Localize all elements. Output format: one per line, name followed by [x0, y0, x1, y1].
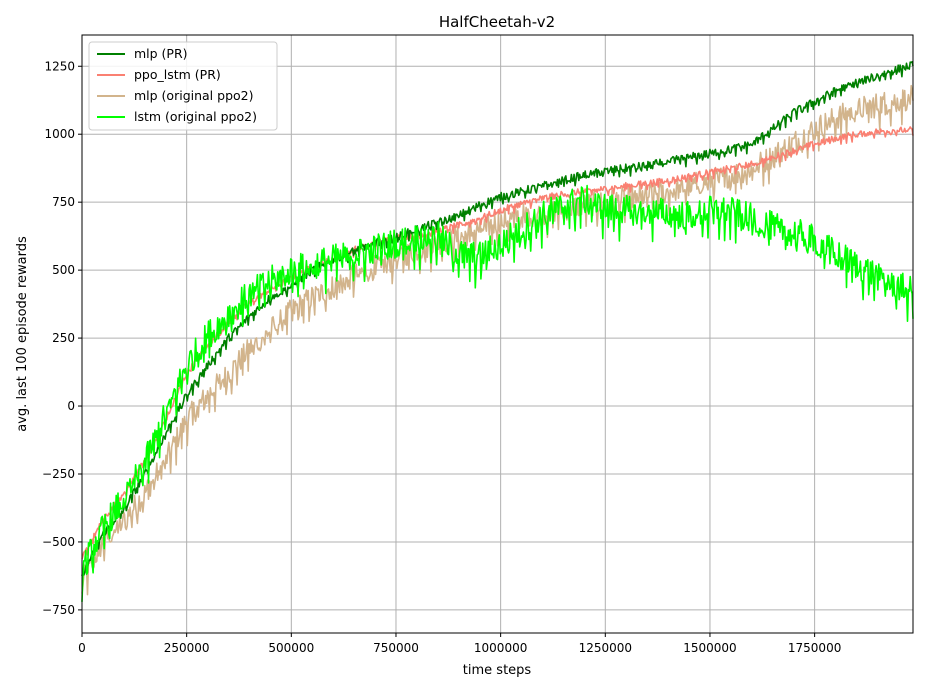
x-axis-title: time steps: [463, 663, 532, 678]
series-layer: [81, 61, 914, 602]
y-tick-label: −500: [42, 535, 75, 549]
y-tick-label: 750: [52, 195, 75, 209]
legend-label-lstm-original: lstm (original ppo2): [134, 109, 257, 124]
x-tick-label: 1750000: [788, 641, 841, 655]
series-line-0: [81, 61, 914, 577]
series-line-3: [81, 184, 914, 602]
y-tick-label: 250: [52, 331, 75, 345]
y-tick-label: −250: [42, 467, 75, 481]
y-axis-ticks: −750 −500 −250 0 250 500 750 1000 1250: [42, 59, 82, 617]
x-tick-label: 0: [78, 641, 86, 655]
legend: mlp (PR) ppo_lstm (PR) mlp (original ppo…: [88, 41, 278, 131]
x-tick-label: 500000: [268, 641, 314, 655]
y-tick-label: −750: [42, 603, 75, 617]
y-axis-title: avg. last 100 episode rewards: [15, 236, 30, 432]
y-tick-label: 1250: [44, 59, 75, 73]
x-tick-label: 750000: [373, 641, 419, 655]
x-tick-label: 250000: [164, 641, 210, 655]
x-tick-label: 1250000: [579, 641, 632, 655]
y-tick-label: 1000: [44, 127, 75, 141]
plot-frame: [81, 34, 914, 634]
legend-label-mlp-original: mlp (original ppo2): [134, 88, 253, 103]
grid: [81, 35, 913, 633]
y-tick-label: 0: [67, 399, 75, 413]
legend-label-mlp-pr: mlp (PR): [134, 46, 188, 61]
series-line-1: [81, 126, 914, 560]
y-tick-label: 500: [52, 263, 75, 277]
x-axis-ticks: 0 250000 500000 750000 1000000 1250000 1500000…: [78, 633, 841, 655]
x-tick-label: 1000000: [474, 641, 527, 655]
legend-label-ppo-lstm-pr: ppo_lstm (PR): [134, 67, 221, 82]
chart-title: HalfCheetah-v2: [439, 13, 555, 31]
legend-box: [88, 41, 278, 131]
x-tick-label: 1500000: [683, 641, 736, 655]
